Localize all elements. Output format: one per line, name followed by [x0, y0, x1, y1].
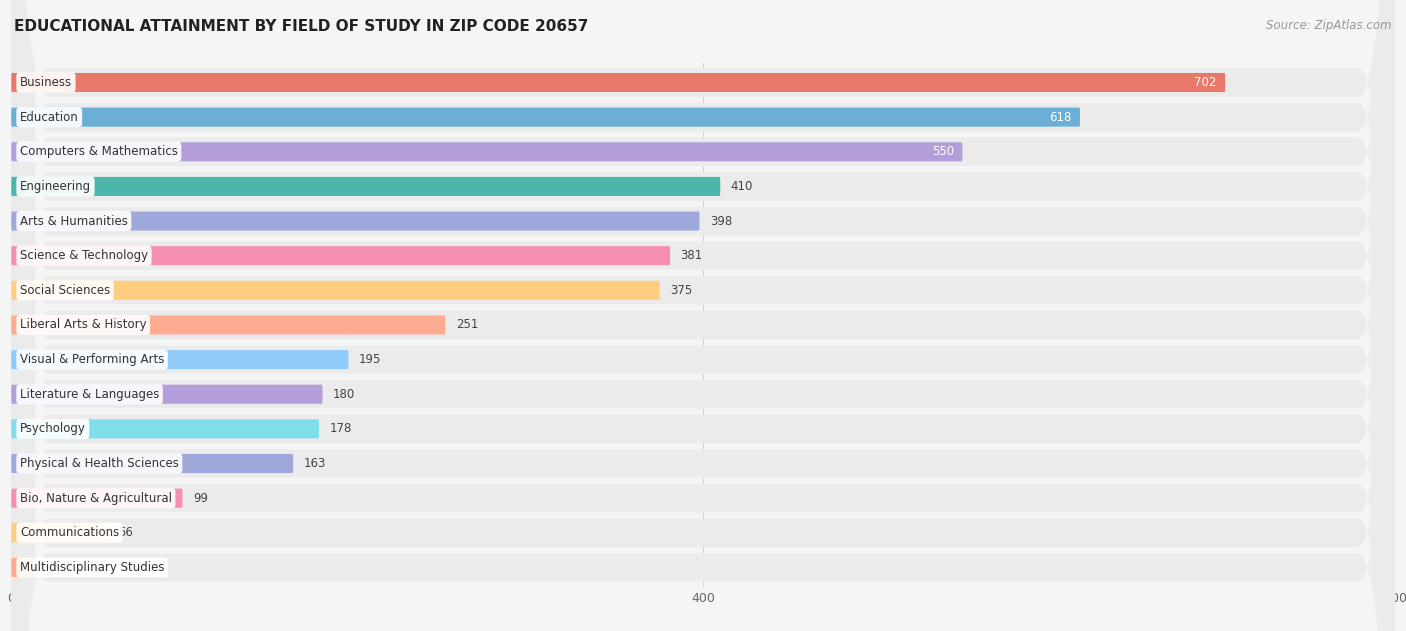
Text: Arts & Humanities: Arts & Humanities	[20, 215, 128, 228]
Text: 550: 550	[932, 145, 953, 158]
Text: 251: 251	[456, 319, 478, 331]
FancyBboxPatch shape	[11, 177, 720, 196]
FancyBboxPatch shape	[11, 0, 1395, 631]
FancyBboxPatch shape	[11, 0, 1395, 631]
FancyBboxPatch shape	[11, 246, 671, 265]
FancyBboxPatch shape	[11, 0, 1395, 631]
FancyBboxPatch shape	[11, 385, 322, 404]
Text: Liberal Arts & History: Liberal Arts & History	[20, 319, 146, 331]
FancyBboxPatch shape	[11, 523, 108, 542]
Text: 178: 178	[329, 422, 352, 435]
FancyBboxPatch shape	[11, 0, 1395, 631]
FancyBboxPatch shape	[11, 73, 1225, 92]
Text: Visual & Performing Arts: Visual & Performing Arts	[20, 353, 165, 366]
Text: 99: 99	[193, 492, 208, 505]
Text: 15: 15	[48, 561, 62, 574]
FancyBboxPatch shape	[11, 0, 1395, 631]
Text: Computers & Mathematics: Computers & Mathematics	[20, 145, 177, 158]
Text: 702: 702	[1194, 76, 1216, 89]
FancyBboxPatch shape	[11, 211, 700, 230]
Text: 195: 195	[359, 353, 381, 366]
FancyBboxPatch shape	[11, 558, 37, 577]
Text: Engineering: Engineering	[20, 180, 91, 193]
FancyBboxPatch shape	[11, 0, 1395, 631]
Text: Psychology: Psychology	[20, 422, 86, 435]
FancyBboxPatch shape	[11, 0, 1395, 631]
FancyBboxPatch shape	[11, 0, 1395, 631]
FancyBboxPatch shape	[11, 350, 349, 369]
FancyBboxPatch shape	[11, 488, 183, 508]
FancyBboxPatch shape	[11, 316, 446, 334]
Text: 56: 56	[118, 526, 134, 540]
Text: Physical & Health Sciences: Physical & Health Sciences	[20, 457, 179, 470]
Text: 375: 375	[671, 284, 692, 297]
Text: Bio, Nature & Agricultural: Bio, Nature & Agricultural	[20, 492, 172, 505]
Text: Literature & Languages: Literature & Languages	[20, 387, 159, 401]
FancyBboxPatch shape	[11, 0, 1395, 631]
FancyBboxPatch shape	[11, 0, 1395, 631]
FancyBboxPatch shape	[11, 0, 1395, 631]
FancyBboxPatch shape	[11, 0, 1395, 631]
Text: Education: Education	[20, 110, 79, 124]
Text: Social Sciences: Social Sciences	[20, 284, 110, 297]
Text: 398: 398	[710, 215, 733, 228]
Text: 618: 618	[1049, 110, 1071, 124]
Text: 163: 163	[304, 457, 326, 470]
Text: Business: Business	[20, 76, 72, 89]
Text: Communications: Communications	[20, 526, 120, 540]
FancyBboxPatch shape	[11, 108, 1080, 127]
FancyBboxPatch shape	[11, 420, 319, 439]
FancyBboxPatch shape	[11, 281, 659, 300]
FancyBboxPatch shape	[11, 0, 1395, 631]
Text: Source: ZipAtlas.com: Source: ZipAtlas.com	[1267, 19, 1392, 32]
Text: 180: 180	[333, 387, 356, 401]
FancyBboxPatch shape	[11, 0, 1395, 631]
Text: 381: 381	[681, 249, 703, 262]
Text: Multidisciplinary Studies: Multidisciplinary Studies	[20, 561, 165, 574]
FancyBboxPatch shape	[11, 142, 963, 162]
Text: Science & Technology: Science & Technology	[20, 249, 148, 262]
Text: EDUCATIONAL ATTAINMENT BY FIELD OF STUDY IN ZIP CODE 20657: EDUCATIONAL ATTAINMENT BY FIELD OF STUDY…	[14, 19, 589, 34]
FancyBboxPatch shape	[11, 0, 1395, 631]
FancyBboxPatch shape	[11, 454, 292, 473]
Text: 410: 410	[731, 180, 754, 193]
